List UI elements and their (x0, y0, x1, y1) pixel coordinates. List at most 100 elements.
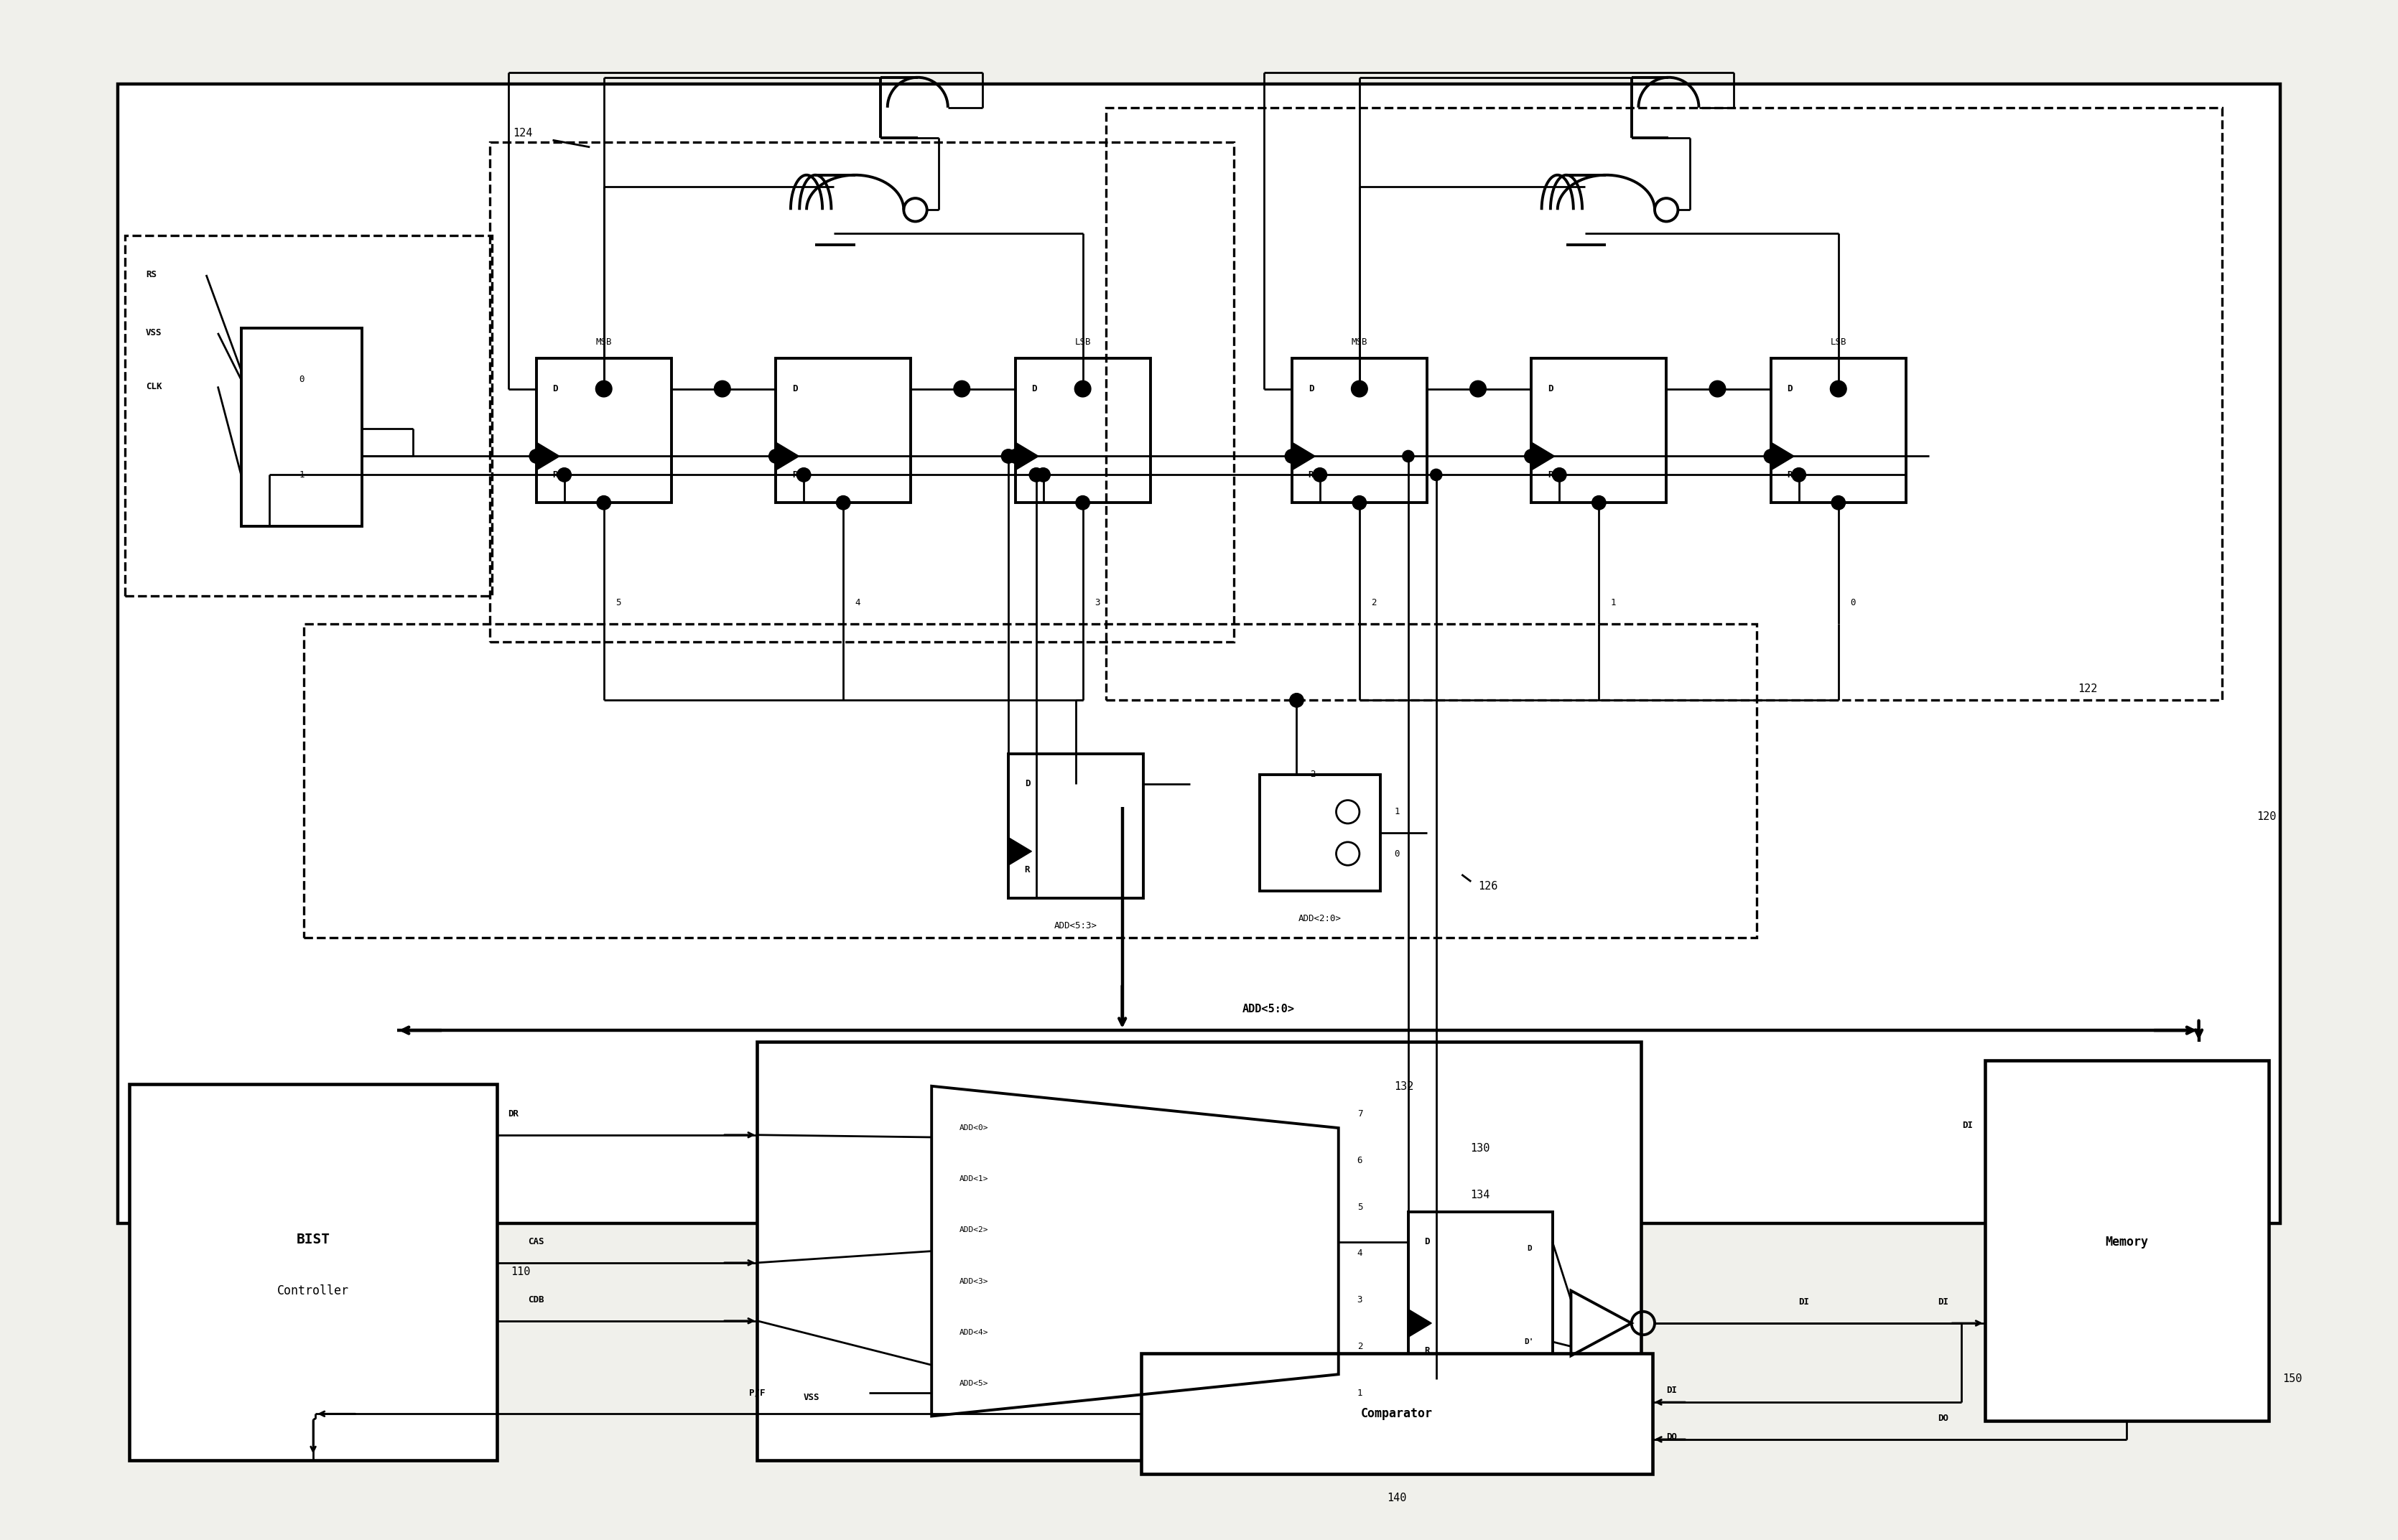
Text: R: R (1024, 865, 1031, 875)
Text: 126: 126 (1477, 881, 1499, 892)
Text: D': D' (1525, 1338, 1535, 1346)
Text: Controller: Controller (278, 1284, 350, 1297)
Text: 150: 150 (2283, 1374, 2302, 1384)
Circle shape (597, 496, 611, 510)
Text: 1: 1 (300, 470, 305, 479)
Circle shape (837, 496, 851, 510)
Circle shape (1352, 380, 1367, 397)
Polygon shape (1293, 442, 1314, 470)
Text: D: D (791, 383, 799, 394)
Circle shape (954, 380, 969, 397)
Text: R: R (1309, 470, 1314, 479)
Circle shape (1765, 450, 1777, 464)
Text: 0: 0 (1849, 598, 1856, 607)
Text: ADD<2:0>: ADD<2:0> (1297, 915, 1340, 924)
Polygon shape (777, 442, 799, 470)
Text: ADD<3>: ADD<3> (959, 1278, 988, 1284)
Text: CLK: CLK (146, 382, 163, 391)
Text: 7: 7 (1357, 1109, 1362, 1118)
Text: R: R (791, 470, 799, 479)
Text: ADD<0>: ADD<0> (959, 1124, 988, 1132)
Bar (125, 236, 492, 596)
Bar (1007, 753, 1144, 898)
Circle shape (1429, 470, 1441, 480)
Bar (129, 1084, 496, 1460)
Text: CAS: CAS (528, 1237, 544, 1246)
Text: 122: 122 (2077, 684, 2098, 695)
Circle shape (1791, 468, 1806, 482)
Text: D: D (1547, 383, 1554, 394)
Text: 0: 0 (300, 374, 305, 383)
Text: 124: 124 (513, 128, 532, 139)
Text: 3: 3 (1093, 598, 1101, 607)
Polygon shape (537, 442, 559, 470)
Text: D: D (552, 383, 559, 394)
Circle shape (1007, 450, 1022, 464)
Polygon shape (1007, 838, 1031, 865)
Text: R: R (1424, 1346, 1429, 1355)
Text: 132: 132 (1393, 1081, 1415, 1092)
Text: 3: 3 (1357, 1295, 1362, 1304)
Text: R: R (1787, 470, 1794, 479)
Polygon shape (1408, 1309, 1432, 1337)
Text: 1: 1 (1357, 1388, 1362, 1398)
Text: 2: 2 (1372, 598, 1376, 607)
Circle shape (1525, 450, 1540, 464)
Text: MSB: MSB (1352, 337, 1367, 346)
Text: DR: DR (508, 1109, 518, 1118)
Circle shape (1029, 468, 1043, 482)
Text: DI: DI (1938, 1298, 1950, 1307)
Text: CDB: CDB (528, 1295, 544, 1304)
Text: R: R (1031, 470, 1036, 479)
Bar (537, 359, 671, 502)
Text: Comparator: Comparator (1360, 1408, 1432, 1420)
Text: ADD<4>: ADD<4> (959, 1329, 988, 1337)
Polygon shape (1014, 442, 1038, 470)
Bar (1105, 108, 2223, 701)
Bar (1532, 359, 1667, 502)
Text: DI: DI (1798, 1298, 1808, 1307)
Circle shape (1314, 468, 1326, 482)
Text: 5: 5 (616, 598, 621, 607)
Text: D: D (1787, 383, 1794, 394)
Circle shape (1830, 380, 1846, 397)
Bar (1408, 1212, 1552, 1378)
Circle shape (1403, 450, 1415, 462)
Text: D: D (1424, 1237, 1429, 1246)
Text: 110: 110 (511, 1267, 530, 1277)
Circle shape (1074, 380, 1091, 397)
Circle shape (770, 450, 782, 464)
Text: Memory: Memory (2105, 1235, 2149, 1249)
Text: 4: 4 (856, 598, 861, 607)
Text: R: R (552, 470, 559, 479)
Text: ADD<5:3>: ADD<5:3> (1055, 921, 1098, 930)
Text: 1: 1 (1611, 598, 1616, 607)
Polygon shape (1772, 442, 1794, 470)
Text: 5: 5 (1357, 1203, 1362, 1212)
Text: ADD<5>: ADD<5> (959, 1380, 988, 1388)
Bar (1772, 359, 1906, 502)
Bar (489, 142, 1235, 642)
Text: ADD<2>: ADD<2> (959, 1227, 988, 1234)
Bar (777, 359, 911, 502)
Text: LSB: LSB (1074, 337, 1091, 346)
Circle shape (1036, 468, 1050, 482)
Circle shape (1832, 496, 1846, 510)
Circle shape (1470, 380, 1487, 397)
Text: VSS: VSS (146, 328, 163, 337)
Bar (1141, 1354, 1652, 1474)
Text: D: D (1309, 383, 1314, 394)
Text: D: D (1024, 779, 1031, 788)
Text: BIST: BIST (297, 1232, 331, 1246)
Circle shape (1352, 496, 1367, 510)
Bar (118, 85, 2280, 1223)
Text: RS: RS (146, 270, 156, 280)
Circle shape (1552, 468, 1566, 482)
Circle shape (1002, 450, 1014, 464)
Text: ADD<5:0>: ADD<5:0> (1242, 1004, 1295, 1015)
Text: 0: 0 (1393, 849, 1400, 858)
Text: DI: DI (1667, 1386, 1676, 1395)
Circle shape (1077, 496, 1089, 510)
Text: MSB: MSB (595, 337, 611, 346)
Circle shape (1710, 380, 1727, 397)
